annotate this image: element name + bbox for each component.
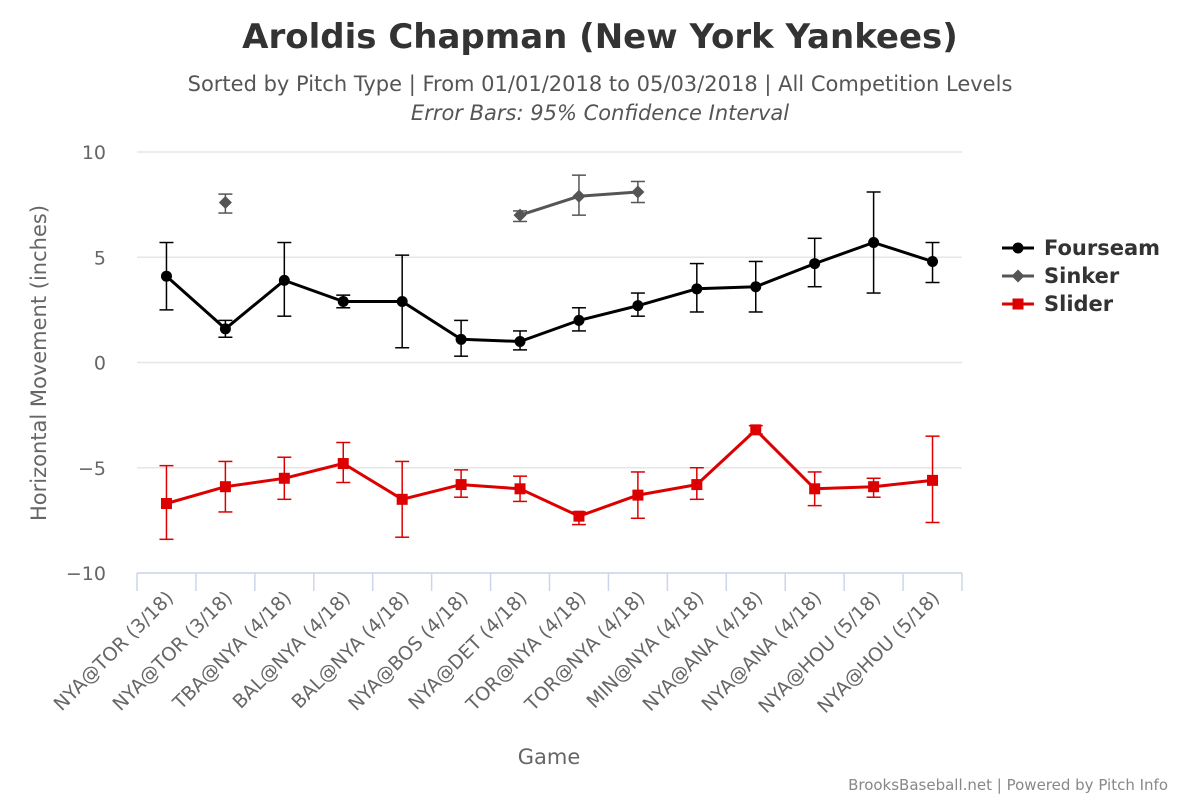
fourseam-point xyxy=(396,295,408,307)
chart-title: Aroldis Chapman (New York Yankees) xyxy=(242,17,958,57)
legend-label-fourseam: Fourseam xyxy=(1044,236,1160,260)
chart-subtitle: Sorted by Pitch Type | From 01/01/2018 t… xyxy=(188,72,1013,97)
slider-point xyxy=(278,472,290,484)
series-fourseam xyxy=(159,191,940,357)
fourseam-point xyxy=(514,335,526,347)
slider-point xyxy=(160,498,172,510)
y-tick-label: 5 xyxy=(94,247,106,269)
series-sinker xyxy=(218,174,645,223)
fourseam-point xyxy=(750,281,762,293)
legend-item-fourseam: Fourseam xyxy=(1002,236,1160,260)
legend-marker-slider xyxy=(1012,298,1024,310)
x-axis-title: Game xyxy=(518,745,581,769)
slider-point xyxy=(219,481,231,493)
slider-point xyxy=(632,489,644,501)
fourseam-point xyxy=(927,255,939,267)
sinker-point xyxy=(631,185,645,199)
slider-point xyxy=(868,481,880,493)
y-tick-label: 0 xyxy=(94,353,106,375)
fourseam-point xyxy=(868,237,880,249)
legend-label-sinker: Sinker xyxy=(1044,264,1120,288)
slider-point xyxy=(927,474,939,486)
slider-point xyxy=(337,458,349,470)
legend-label-slider: Slider xyxy=(1044,292,1114,316)
fourseam-point xyxy=(455,333,467,345)
legend-item-slider: Slider xyxy=(1002,292,1114,316)
chart-subtitle-error-bars: Error Bars: 95% Confidence Interval xyxy=(411,101,789,125)
slider-point xyxy=(809,483,821,495)
sinker-point xyxy=(513,208,527,222)
fourseam-point xyxy=(632,300,644,312)
legend-item-sinker: Sinker xyxy=(1002,264,1120,288)
slider-point xyxy=(691,479,703,491)
slider-point xyxy=(455,479,467,491)
y-tick-label: −10 xyxy=(66,563,106,585)
series xyxy=(159,174,940,541)
series-slider xyxy=(159,424,940,541)
fourseam-point xyxy=(809,258,821,270)
fourseam-line xyxy=(165,241,933,343)
fourseam-point xyxy=(337,295,349,307)
sinker-point xyxy=(218,196,232,210)
legend-marker-sinker xyxy=(1011,269,1025,283)
fourseam-point xyxy=(573,314,585,326)
legend-marker-fourseam xyxy=(1012,242,1024,254)
y-tick-label: −5 xyxy=(78,458,106,480)
sinker-point xyxy=(572,189,586,203)
fourseam-point xyxy=(160,270,172,282)
grid xyxy=(137,151,962,574)
y-tick-label: 10 xyxy=(82,142,106,164)
y-axis-title: Horizontal Movement (inches) xyxy=(27,205,51,521)
legend: Fourseam Sinker Slider xyxy=(1002,236,1160,316)
fourseam-point xyxy=(691,283,703,295)
slider-point xyxy=(750,424,762,436)
slider-line xyxy=(166,428,933,518)
slider-point xyxy=(514,483,526,495)
slider-point xyxy=(396,493,408,505)
fourseam-point xyxy=(278,274,290,286)
slider-point xyxy=(573,510,585,522)
fourseam-point xyxy=(219,323,231,335)
credits: BrooksBaseball.net | Powered by Pitch In… xyxy=(848,776,1168,794)
